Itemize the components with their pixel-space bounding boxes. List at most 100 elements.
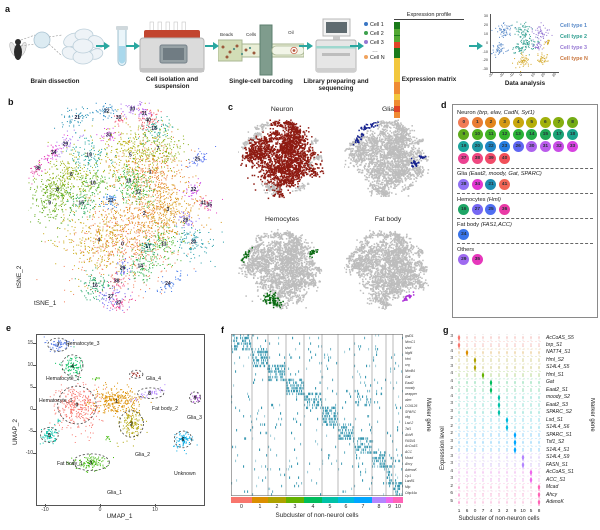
umap-cluster-label: Fat body_2	[152, 406, 178, 412]
umap-cluster-label: Unknown	[174, 471, 196, 477]
heatmap-gene-label: Mip	[405, 485, 411, 490]
heatmap-column-number: 5	[328, 504, 332, 510]
cluster-number-badge: 33	[567, 141, 579, 153]
step-label-single-cell-barcoding: Single-cell barcoding	[229, 78, 293, 85]
violin-y-value: 2	[450, 415, 453, 421]
heatmap-gene-label: shot	[405, 345, 412, 350]
cluster-number-badge: 26	[512, 141, 524, 153]
violin-y-value: 3	[450, 460, 453, 466]
cluster-number-badge: 20	[471, 141, 483, 153]
violin-gene-label: brp_S1	[546, 341, 563, 348]
violin-gene-label: S14L4_S5	[546, 364, 570, 371]
heatmap-column-number: 8	[377, 504, 381, 510]
violin-gene-label: Gat	[546, 379, 555, 386]
legend-circle-row: 16 27 25 36	[457, 203, 593, 216]
tsne-x-axis-label: tSNE_1	[34, 300, 57, 307]
chip-label-oil: Oil	[288, 30, 294, 35]
heatmap-column-number: 6	[344, 504, 348, 510]
matrix-row	[394, 52, 400, 118]
y-tick-label: -10	[482, 49, 488, 54]
cluster-color-bar-segment	[338, 497, 354, 503]
violin-y-value: 2	[450, 430, 453, 436]
heatmap-gene-label: Hml	[405, 357, 411, 362]
heatmap-column-numbers: 0 1 2 3 4 5 6 7 8 9 10	[231, 504, 403, 510]
violin-gene-label: Tsf1_S2	[546, 439, 565, 446]
cluster-number-badge: 18	[567, 128, 579, 140]
umap-y-tick: 15	[27, 340, 33, 346]
y-tick-label: 30	[483, 14, 488, 19]
umap-x-tick: 10	[152, 507, 158, 513]
cluster-number-badge: 39	[485, 153, 497, 165]
matrix-cell	[394, 29, 400, 35]
panel-letter-e: e	[6, 323, 12, 333]
umap-y-axis-label: UMAP_2	[12, 418, 19, 445]
heatmap-column-number: 9	[388, 504, 391, 510]
cluster-number-badge: 15	[539, 128, 551, 140]
violin-y-value: 4	[450, 467, 453, 473]
umap-y-tick-mark	[33, 387, 36, 388]
cluster-number-badge: 21	[485, 178, 497, 190]
cell-isolation-machine-icon	[139, 21, 205, 73]
heatmap-gene-label: crq	[405, 363, 410, 368]
umap-cluster-label: Glia_1	[107, 490, 122, 496]
matrix-cell	[394, 100, 400, 106]
flow-arrow-icon	[469, 42, 483, 50]
umap-cluster-label: Hematocyte_1	[39, 398, 73, 404]
violin-y-value: 4	[450, 385, 453, 391]
violin-gene-label: moody_S2	[546, 394, 570, 401]
cell-legend-row: Cell 1	[364, 22, 384, 28]
heatmap-gene-label: gstD1	[405, 334, 414, 338]
matrix-cell	[394, 52, 400, 58]
legend-group-name: Glia	[457, 171, 469, 178]
arrow-bar	[350, 45, 359, 47]
umap-y-tick-mark	[33, 431, 36, 432]
cluster-number-badge: 17	[553, 128, 565, 140]
arrow-bar	[299, 45, 308, 47]
legend-group-genes: (FAS1,ACC)	[480, 221, 512, 228]
heatmap-column-number: 3	[293, 504, 297, 510]
matrix-row	[394, 36, 400, 102]
flow-arrow-icon	[96, 42, 110, 50]
umap-y-tick-mark	[33, 365, 36, 366]
violin-y-value: 3	[450, 437, 453, 443]
step-label-expression-matrix: Expression matrix	[401, 76, 457, 83]
arrow-head	[477, 42, 483, 50]
cell-color-dot	[364, 40, 368, 44]
violin-x-tick: 10	[520, 508, 526, 513]
umap-cluster-label: Glia_4	[146, 376, 161, 382]
violin-gene-label: AcCoAS_S5	[546, 334, 574, 341]
step-label-library-sequencing: Library preparing and sequencing	[303, 78, 369, 92]
matrix-cell	[394, 36, 400, 42]
cluster-color-bar-segment	[372, 497, 386, 503]
legend-group-title: Neuron (brp, elav, CadN, Syt1)	[457, 110, 593, 116]
microfluidic-chip-icon	[218, 24, 304, 76]
panel-letter-d: d	[441, 100, 447, 110]
legend-item: Cell type 3	[560, 45, 587, 51]
matrix-cell	[394, 42, 400, 48]
matrix-cell	[394, 70, 400, 76]
cell-legend-row: Cell N	[364, 55, 385, 61]
legend-group-genes: (brp, elav, CadN, Syt1)	[477, 109, 535, 116]
legend-circle-row: 29 35	[457, 254, 593, 266]
cell-color-dot	[364, 22, 368, 26]
violin-x-tick: 9	[513, 508, 517, 513]
umap-y-tick: 10	[27, 362, 33, 368]
matrix-cell	[394, 58, 400, 64]
violin-gene-label: S14L4_S9	[546, 454, 570, 461]
cluster-number-badge: 5	[526, 116, 538, 128]
heatmap-gene-label: ACC	[405, 450, 412, 455]
heatmap-column-number: 10	[395, 504, 401, 510]
cluster-number-badge: 28	[458, 178, 470, 190]
cluster-number-badge: 14	[526, 128, 538, 140]
cluster-color-bar-segment	[252, 497, 268, 503]
matrix-cell	[394, 88, 400, 94]
violin-gene-label: S14L4_S6	[546, 424, 570, 431]
heatmap-gene-label: Cp1	[405, 473, 412, 478]
arrow-head	[213, 42, 219, 50]
cell-legend-row: Cell 3	[364, 40, 384, 46]
cell-label: Cell N	[370, 55, 385, 61]
umap-x-tick: 0	[98, 507, 102, 513]
heatmap-gene-label: CG6126	[405, 403, 418, 408]
matrix-cell	[394, 94, 400, 100]
